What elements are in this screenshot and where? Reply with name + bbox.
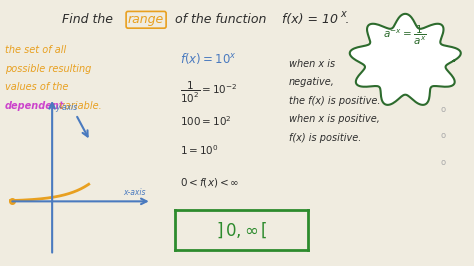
Text: o: o <box>441 158 446 167</box>
Text: f(x) is positive.: f(x) is positive. <box>289 133 362 143</box>
Text: of the function: of the function <box>171 13 270 26</box>
Text: the set of all: the set of all <box>5 45 66 55</box>
Text: range: range <box>128 13 164 26</box>
Text: y-axis: y-axis <box>55 103 77 112</box>
Text: x-axis: x-axis <box>123 188 146 197</box>
Text: $100 = 10^2$: $100 = 10^2$ <box>180 114 232 128</box>
Text: .: . <box>345 13 349 26</box>
Text: when x is positive,: when x is positive, <box>289 114 380 124</box>
Text: Find the: Find the <box>62 13 117 26</box>
Text: $\dfrac{1}{10^2} = 10^{-2}$: $\dfrac{1}{10^2} = 10^{-2}$ <box>180 80 237 105</box>
Text: values of the: values of the <box>5 82 68 93</box>
Text: $a^{-x} = \dfrac{1}{a^x}$: $a^{-x} = \dfrac{1}{a^x}$ <box>383 23 427 47</box>
Text: $f(x) = 10^x$: $f(x) = 10^x$ <box>180 51 237 65</box>
Text: possible resulting: possible resulting <box>5 64 91 74</box>
Text: variable.: variable. <box>56 101 102 111</box>
Text: o: o <box>441 105 446 114</box>
Text: $] \, 0, \infty \, [$: $] \, 0, \infty \, [$ <box>216 220 267 240</box>
Text: the f(x) is positive.: the f(x) is positive. <box>289 96 381 106</box>
Text: dependent: dependent <box>5 101 64 111</box>
Polygon shape <box>350 14 461 105</box>
Text: x: x <box>340 9 346 19</box>
Text: f(x) = 10: f(x) = 10 <box>282 13 338 26</box>
Text: when x is: when x is <box>289 59 335 69</box>
Text: $1 = 10^0$: $1 = 10^0$ <box>180 144 219 157</box>
Text: o: o <box>441 131 446 140</box>
Text: $0 < f(x) < \infty$: $0 < f(x) < \infty$ <box>180 176 239 189</box>
Text: negative,: negative, <box>289 77 335 87</box>
